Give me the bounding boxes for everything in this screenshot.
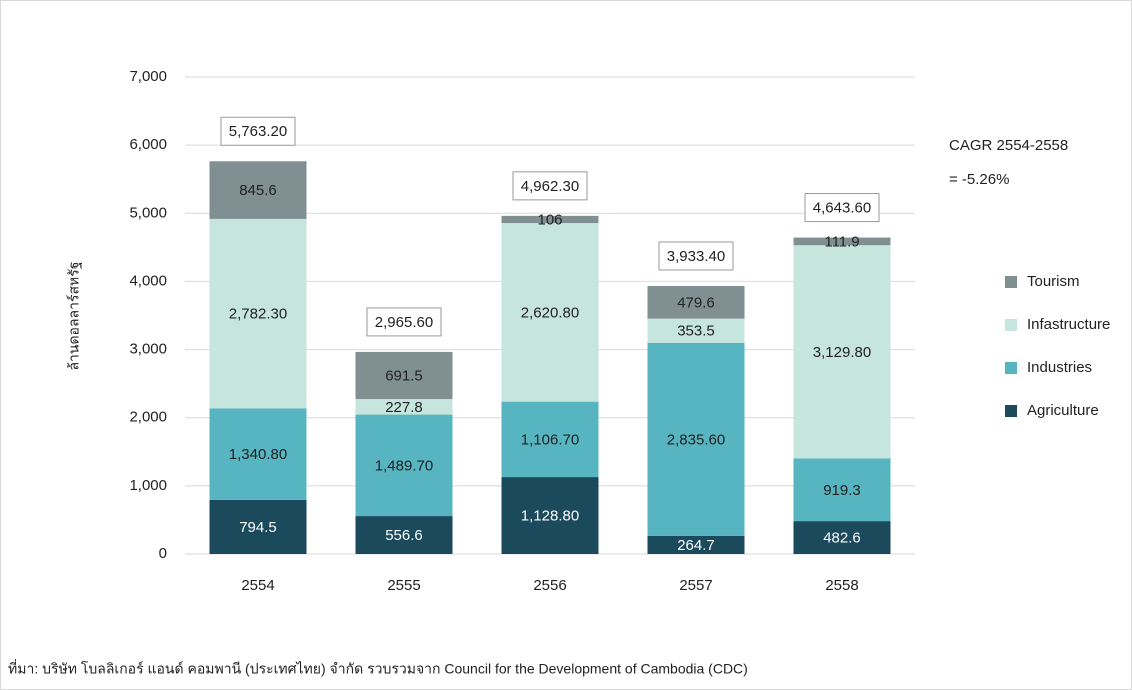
y-tick-label: 0 bbox=[159, 545, 167, 562]
x-tick-label: 2554 bbox=[241, 577, 274, 594]
data-label: 106 bbox=[537, 211, 562, 228]
total-label: 4,643.60 bbox=[813, 200, 871, 217]
total-label: 3,933.40 bbox=[667, 248, 725, 265]
legend-label: Agriculture bbox=[1027, 402, 1099, 419]
total-label: 4,962.30 bbox=[521, 178, 579, 195]
annotation: = -5.26% bbox=[949, 171, 1009, 188]
bar-segment bbox=[209, 218, 307, 409]
x-tick-label: 2555 bbox=[387, 577, 420, 594]
bar-segment bbox=[501, 401, 599, 478]
data-label: 691.5 bbox=[385, 367, 423, 384]
data-label: 482.6 bbox=[823, 530, 861, 547]
bar-segment bbox=[793, 458, 891, 522]
bar-segment bbox=[793, 237, 891, 246]
bar-segment bbox=[209, 408, 307, 500]
bar-segment bbox=[501, 477, 599, 554]
data-label: 479.6 bbox=[677, 294, 715, 311]
y-tick-label: 4,000 bbox=[129, 272, 167, 289]
data-label: 919.3 bbox=[823, 482, 861, 499]
bar-segment bbox=[355, 399, 453, 415]
y-tick-label: 1,000 bbox=[129, 477, 167, 494]
y-tick-label: 2,000 bbox=[129, 409, 167, 426]
legend-label: Infastructure bbox=[1027, 316, 1110, 333]
total-box bbox=[804, 193, 880, 223]
data-label: 353.5 bbox=[677, 323, 715, 340]
legend-swatch bbox=[1005, 362, 1017, 374]
data-label: 556.6 bbox=[385, 527, 423, 544]
legend-swatch bbox=[1005, 405, 1017, 417]
data-label: 2,620.80 bbox=[521, 304, 579, 321]
data-label: 3,129.80 bbox=[813, 344, 871, 361]
data-label: 111.9 bbox=[824, 233, 859, 250]
bar-segment bbox=[793, 245, 891, 459]
annotation: CAGR 2554-2558 bbox=[949, 137, 1068, 154]
total-box bbox=[512, 171, 588, 201]
data-label: 2,782.30 bbox=[229, 306, 287, 323]
x-tick-label: 2557 bbox=[679, 577, 712, 594]
y-tick-label: 5,000 bbox=[129, 204, 167, 221]
total-label: 5,763.20 bbox=[229, 123, 287, 140]
bar-segment bbox=[501, 215, 599, 224]
data-label: 2,835.60 bbox=[667, 431, 725, 448]
data-label: 794.5 bbox=[239, 519, 277, 536]
y-tick-label: 3,000 bbox=[129, 341, 167, 358]
bar-segment bbox=[355, 414, 453, 517]
data-label: 1,489.70 bbox=[375, 457, 433, 474]
bar-segment bbox=[647, 285, 745, 319]
x-tick-label: 2558 bbox=[825, 577, 858, 594]
data-label: 1,106.70 bbox=[521, 431, 579, 448]
y-tick-label: 6,000 bbox=[129, 136, 167, 153]
bar-segment bbox=[501, 223, 599, 402]
bar-segment bbox=[647, 342, 745, 536]
bar-segment bbox=[209, 499, 307, 554]
bar-segment bbox=[355, 351, 453, 400]
total-box bbox=[658, 241, 734, 271]
y-tick-label: 7,000 bbox=[129, 68, 167, 85]
bar-segment bbox=[647, 535, 745, 554]
bar-segment bbox=[793, 521, 891, 554]
total-box bbox=[220, 116, 296, 146]
y-axis-label: ล้านดอลลาร์สหรัฐ bbox=[66, 261, 83, 370]
data-label: 845.6 bbox=[239, 182, 277, 199]
data-label: 227.8 bbox=[385, 399, 423, 416]
data-label: 1,340.80 bbox=[229, 446, 287, 463]
legend-label: Tourism bbox=[1027, 273, 1080, 290]
x-tick-label: 2556 bbox=[533, 577, 566, 594]
data-label: 1,128.80 bbox=[521, 508, 579, 525]
data-label: 264.7 bbox=[677, 537, 715, 554]
legend-swatch bbox=[1005, 319, 1017, 331]
bar-segment bbox=[355, 516, 453, 554]
legend-swatch bbox=[1005, 276, 1017, 288]
bar-segment bbox=[209, 161, 307, 219]
legend-label: Industries bbox=[1027, 359, 1092, 376]
total-label: 2,965.60 bbox=[375, 314, 433, 331]
total-box bbox=[366, 307, 442, 337]
bar-segment bbox=[647, 318, 745, 343]
source-note: ที่มา: บริษัท โบลลิเกอร์ แอนด์ คอมพานี (… bbox=[8, 660, 748, 677]
